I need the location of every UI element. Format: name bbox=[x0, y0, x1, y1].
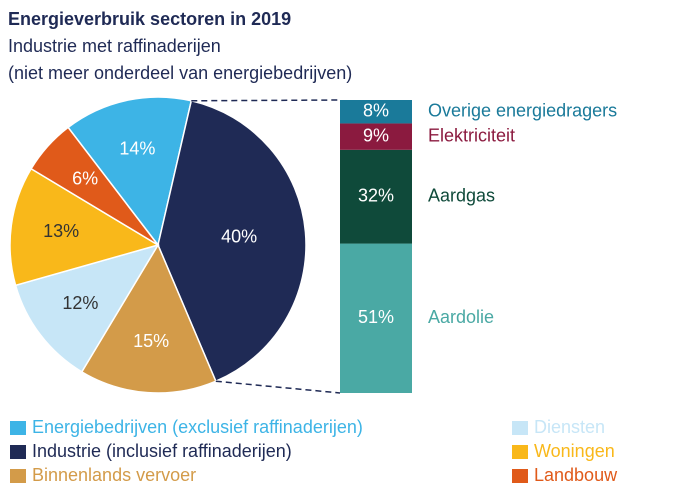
pie-slice bbox=[157, 99, 307, 383]
legend-swatch bbox=[512, 421, 528, 435]
pie-slice bbox=[30, 126, 159, 246]
legend-label: Binnenlands vervoer bbox=[32, 465, 196, 485]
legend-label: Landbouw bbox=[534, 465, 618, 485]
connector bbox=[215, 380, 341, 394]
bar-value-label: 9% bbox=[363, 125, 389, 145]
bar-value-label: 32% bbox=[358, 185, 394, 205]
bar-value-label: 8% bbox=[363, 100, 389, 120]
legend-label: Industrie (inclusief raffinaderijen) bbox=[32, 441, 292, 461]
slice-label: 15% bbox=[133, 331, 169, 351]
bar-series-label: Aardolie bbox=[428, 307, 494, 327]
chart-title: Energieverbruik sectoren in 2019 bbox=[8, 9, 291, 29]
bar-segment bbox=[340, 123, 412, 150]
bar-series-label: Aardgas bbox=[428, 185, 495, 205]
legend-swatch bbox=[512, 469, 528, 483]
slice-label: 40% bbox=[221, 227, 257, 247]
legend-swatch bbox=[10, 421, 26, 435]
bar-series-label: Overige energiedragers bbox=[428, 100, 617, 120]
legend-swatch bbox=[10, 469, 26, 483]
pie-slice bbox=[67, 96, 193, 247]
bar-segment bbox=[340, 100, 412, 124]
bar-series-label: Elektriciteit bbox=[428, 125, 515, 145]
pie-slice bbox=[14, 243, 160, 373]
slice-label: 13% bbox=[43, 221, 79, 241]
bar-segment bbox=[340, 243, 412, 393]
slice-label: 6% bbox=[72, 169, 98, 189]
slice-label: 14% bbox=[119, 138, 155, 158]
slice-label: 12% bbox=[62, 293, 98, 313]
legend-label: Woningen bbox=[534, 441, 615, 461]
pie-slice bbox=[9, 167, 160, 287]
legend-label: Diensten bbox=[534, 417, 605, 437]
legend-label: Energiebedrijven (exclusief raffinaderij… bbox=[32, 417, 363, 437]
legend-swatch bbox=[10, 445, 26, 459]
chart-subtitle: (niet meer onderdeel van energiebedrijve… bbox=[8, 63, 352, 83]
pie-slice bbox=[80, 243, 217, 394]
bar-segment bbox=[340, 149, 412, 244]
chart-subtitle: Industrie met raffinaderijen bbox=[8, 36, 221, 56]
bar-value-label: 51% bbox=[358, 307, 394, 327]
legend-swatch bbox=[512, 445, 528, 459]
connector bbox=[191, 99, 341, 102]
